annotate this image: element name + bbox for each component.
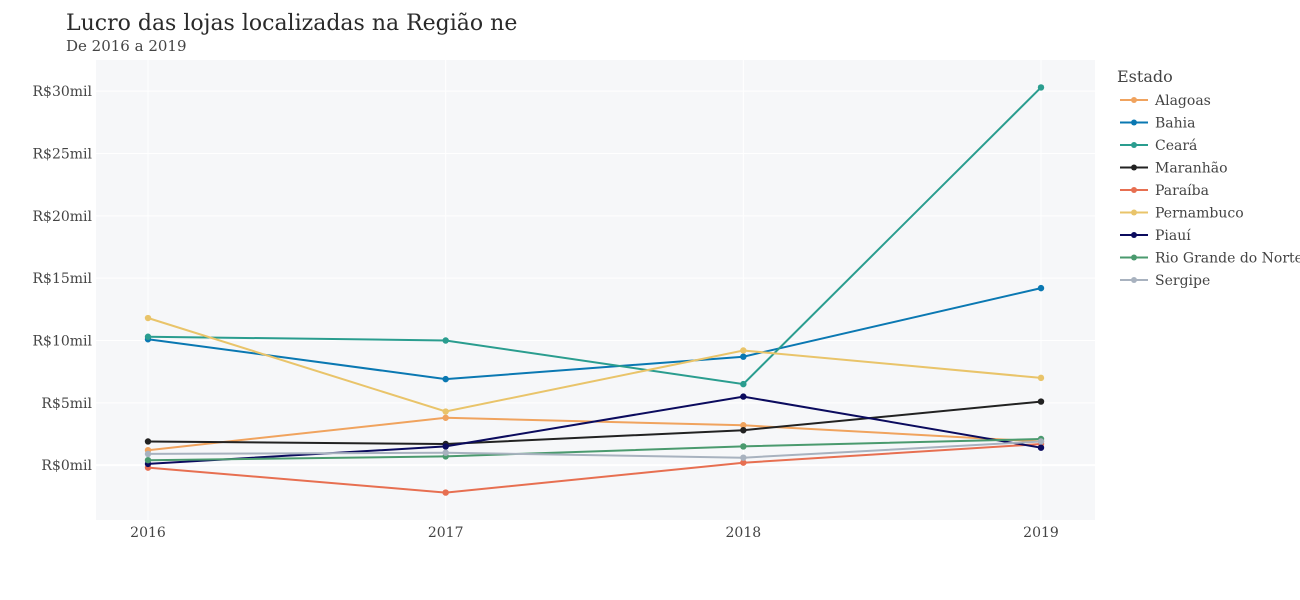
series-line[interactable] xyxy=(147,438,1042,462)
data-point[interactable] xyxy=(740,353,747,360)
legend-label: Ceará xyxy=(1155,138,1197,154)
legend-marker-icon xyxy=(1131,277,1137,283)
legend-marker-icon xyxy=(1131,187,1137,193)
legend-item[interactable]: Rio Grande do Norte xyxy=(1120,251,1300,267)
legend-item[interactable]: Maranhão xyxy=(1120,161,1228,177)
legend-label: Pernambuco xyxy=(1155,206,1244,222)
x-tick-label: 2019 xyxy=(1023,525,1059,541)
data-point[interactable] xyxy=(442,337,449,344)
series-line[interactable] xyxy=(147,317,1042,413)
legend-label: Alagoas xyxy=(1154,93,1211,109)
legend-label: Maranhão xyxy=(1155,161,1228,177)
series-sergipe[interactable] xyxy=(144,438,1045,461)
legend-item[interactable]: Sergipe xyxy=(1120,273,1210,289)
data-point[interactable] xyxy=(740,422,747,429)
y-tick-label: R$30mil xyxy=(33,84,93,100)
y-tick-label: R$0mil xyxy=(41,458,92,474)
data-point[interactable] xyxy=(740,347,747,354)
data-point[interactable] xyxy=(740,459,747,466)
data-point[interactable] xyxy=(1037,84,1045,91)
x-tick-label: 2017 xyxy=(428,525,464,541)
data-point[interactable] xyxy=(442,443,449,450)
data-point[interactable] xyxy=(144,450,152,458)
data-point[interactable] xyxy=(1037,374,1045,382)
data-point[interactable] xyxy=(740,443,747,450)
y-tick-label: R$15mil xyxy=(33,271,93,287)
legend[interactable]: Estado Alagoas Bahia Ceará Maranhão Paraíba P… xyxy=(1117,67,1300,289)
legend-item[interactable]: Pernambuco xyxy=(1120,206,1244,222)
series-line[interactable] xyxy=(147,395,1042,465)
series-ceará[interactable] xyxy=(144,84,1045,388)
data-point[interactable] xyxy=(1037,444,1045,451)
legend-item[interactable]: Alagoas xyxy=(1120,93,1211,109)
legend-marker-icon xyxy=(1131,232,1137,238)
series-line[interactable] xyxy=(147,443,1042,494)
axis-layer: 2016 2017 2018 2019 R$0mil R$5mil R$10mil R$15m… xyxy=(33,84,1059,541)
data-point[interactable] xyxy=(144,314,152,322)
legend-marker-icon xyxy=(1131,97,1137,103)
data-point[interactable] xyxy=(144,333,152,340)
data-point[interactable] xyxy=(144,438,152,445)
legend-title: Estado xyxy=(1117,67,1173,86)
series-pernambuco[interactable] xyxy=(144,314,1045,415)
legend-item[interactable]: Paraíba xyxy=(1120,183,1209,199)
legend-marker-icon xyxy=(1131,209,1137,216)
y-tick-label: R$20mil xyxy=(33,209,93,225)
data-point[interactable] xyxy=(442,414,449,421)
legend-label: Bahia xyxy=(1155,116,1195,132)
y-tick-label: R$10mil xyxy=(33,333,93,349)
series-line[interactable] xyxy=(147,400,1042,446)
series-line[interactable] xyxy=(147,287,1042,381)
x-tick-label: 2018 xyxy=(726,525,762,541)
grid-layer xyxy=(96,60,1095,520)
data-point[interactable] xyxy=(1037,284,1045,292)
legend-label: Paraíba xyxy=(1155,183,1209,199)
legend-marker-icon xyxy=(1131,119,1137,126)
legend-marker-icon xyxy=(1131,254,1137,261)
x-tick-label: 2016 xyxy=(130,525,166,541)
legend-item[interactable]: Piauí xyxy=(1120,228,1191,244)
data-point[interactable] xyxy=(442,375,449,383)
y-tick-label: R$5mil xyxy=(41,396,92,412)
data-point[interactable] xyxy=(1037,398,1045,405)
series-layer xyxy=(144,84,1045,496)
data-point[interactable] xyxy=(740,380,747,388)
data-point[interactable] xyxy=(1037,438,1045,445)
chart-title: Lucro das lojas localizadas na Região ne xyxy=(66,11,517,36)
y-tick-label: R$25mil xyxy=(33,146,93,162)
data-point[interactable] xyxy=(144,456,152,464)
data-point[interactable] xyxy=(442,489,449,496)
legend-marker-icon xyxy=(1131,142,1137,148)
series-line[interactable] xyxy=(147,440,1042,459)
legend-label: Sergipe xyxy=(1155,273,1210,289)
series-piauí[interactable] xyxy=(144,393,1045,468)
legend-item[interactable]: Ceará xyxy=(1120,138,1197,154)
legend-marker-icon xyxy=(1131,164,1137,171)
data-point[interactable] xyxy=(740,393,747,400)
data-point[interactable] xyxy=(442,408,449,415)
data-point[interactable] xyxy=(442,449,449,456)
chart-subtitle: De 2016 a 2019 xyxy=(66,37,187,55)
data-point[interactable] xyxy=(740,427,747,434)
data-point[interactable] xyxy=(740,454,747,461)
legend-label: Piauí xyxy=(1155,228,1191,244)
series-line[interactable] xyxy=(147,86,1042,386)
legend-item[interactable]: Bahia xyxy=(1120,116,1195,132)
legend-label: Rio Grande do Norte xyxy=(1155,251,1300,267)
